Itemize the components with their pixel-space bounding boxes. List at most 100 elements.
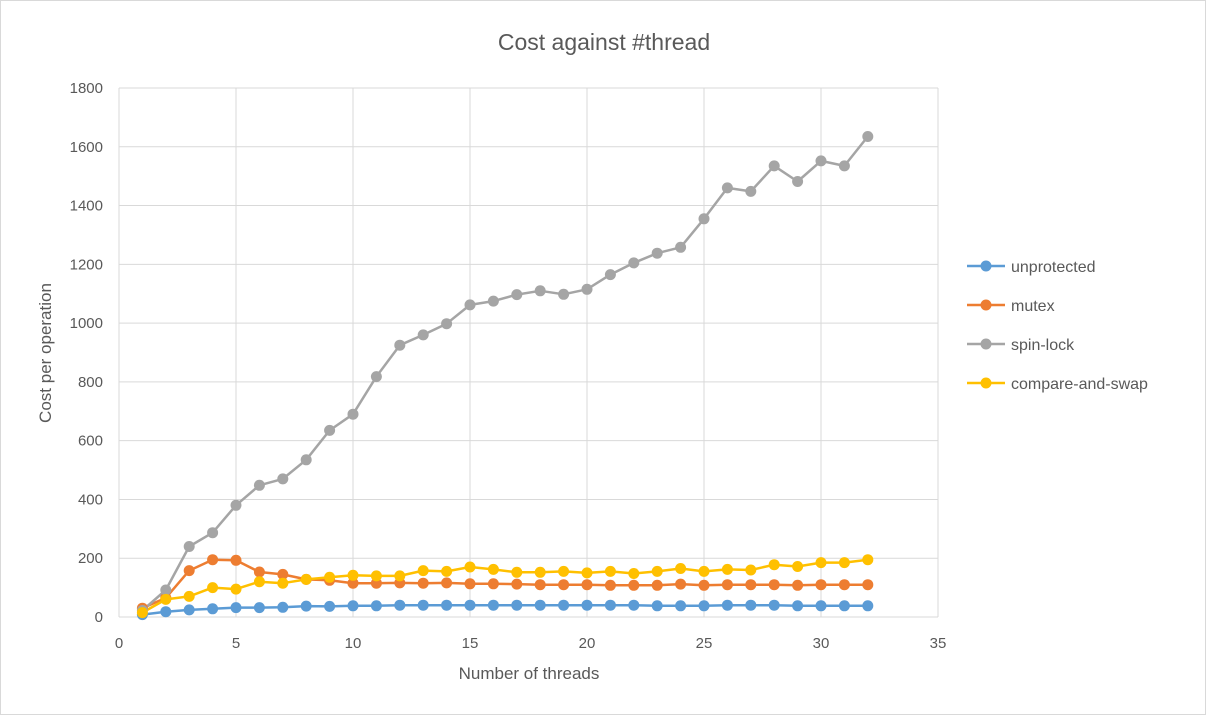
legend-marker: [980, 299, 992, 311]
data-point-compare-and-swap: [253, 576, 265, 588]
legend-label: spin-lock: [1011, 337, 1075, 354]
data-point-unprotected: [417, 599, 429, 611]
data-point-unprotected: [581, 599, 593, 611]
data-point-mutex: [838, 579, 850, 591]
data-point-unprotected: [207, 603, 219, 615]
data-point-mutex: [511, 578, 523, 590]
data-point-spin-lock: [464, 299, 476, 311]
data-point-compare-and-swap: [136, 607, 148, 619]
data-point-spin-lock: [277, 473, 289, 485]
data-point-spin-lock: [417, 329, 429, 341]
data-point-mutex: [253, 566, 265, 578]
data-point-unprotected: [721, 599, 733, 611]
data-point-spin-lock: [721, 182, 733, 194]
y-axis-ticks: 0 200 400 600 800 1000 1200 1400 1600 1800: [70, 80, 103, 626]
y-tick-label: 1400: [70, 198, 103, 215]
data-point-unprotected: [441, 599, 453, 611]
data-point-spin-lock: [394, 339, 406, 351]
x-tick-label: 30: [813, 635, 830, 652]
data-point-unprotected: [745, 599, 757, 611]
y-tick-label: 1200: [70, 256, 103, 273]
data-point-mutex: [230, 554, 242, 566]
data-point-mutex: [207, 554, 219, 566]
data-point-spin-lock: [838, 160, 850, 172]
chart-title: Cost against #thread: [498, 29, 710, 55]
data-point-unprotected: [253, 602, 265, 614]
data-point-unprotected: [464, 599, 476, 611]
data-point-compare-and-swap: [675, 563, 687, 574]
data-point-unprotected: [768, 599, 780, 611]
data-point-spin-lock: [745, 185, 757, 197]
data-point-compare-and-swap: [534, 566, 546, 578]
legend-item-mutex: mutex: [967, 298, 1055, 315]
data-point-mutex: [721, 579, 733, 591]
data-point-spin-lock: [651, 247, 663, 259]
data-point-compare-and-swap: [862, 554, 874, 566]
legend-item-unprotected: unprotected: [967, 259, 1096, 276]
data-point-unprotected: [675, 600, 687, 612]
data-point-mutex: [628, 579, 640, 591]
data-point-unprotected: [394, 599, 406, 611]
data-point-mutex: [183, 565, 195, 577]
legend-item-spin-lock: spin-lock: [967, 337, 1075, 354]
data-point-compare-and-swap: [651, 565, 663, 577]
data-point-compare-and-swap: [464, 561, 476, 573]
data-point-compare-and-swap: [324, 571, 336, 583]
data-point-spin-lock: [675, 241, 687, 253]
data-point-compare-and-swap: [207, 582, 219, 594]
data-point-compare-and-swap: [347, 569, 359, 581]
legend-marker: [980, 338, 992, 350]
data-point-spin-lock: [534, 285, 546, 297]
data-point-compare-and-swap: [370, 570, 382, 582]
data-point-spin-lock: [347, 408, 359, 420]
data-point-spin-lock: [230, 499, 242, 511]
data-point-spin-lock: [160, 584, 172, 596]
data-point-compare-and-swap: [300, 573, 312, 585]
data-point-spin-lock: [698, 213, 710, 225]
data-point-spin-lock: [207, 527, 219, 539]
legend-item-compare-and-swap: compare-and-swap: [967, 376, 1148, 393]
data-point-mutex: [417, 577, 429, 589]
legend-label: compare-and-swap: [1011, 376, 1148, 393]
data-point-unprotected: [160, 606, 172, 618]
series-points: [136, 131, 874, 621]
data-point-unprotected: [300, 600, 312, 612]
data-point-unprotected: [230, 602, 242, 614]
x-axis-title: Number of threads: [459, 664, 600, 683]
data-point-spin-lock: [628, 257, 640, 269]
data-point-compare-and-swap: [511, 566, 523, 578]
legend-label: mutex: [1011, 298, 1055, 315]
data-point-spin-lock: [862, 131, 874, 142]
data-point-unprotected: [324, 600, 336, 612]
x-tick-label: 5: [232, 635, 240, 652]
data-point-spin-lock: [300, 454, 312, 466]
data-point-compare-and-swap: [745, 564, 757, 576]
data-point-mutex: [862, 579, 874, 591]
data-point-unprotected: [183, 604, 195, 616]
y-axis-title: Cost per operation: [36, 283, 55, 423]
y-tick-label: 800: [78, 374, 103, 391]
data-point-compare-and-swap: [441, 565, 453, 577]
data-point-unprotected: [277, 601, 289, 613]
data-point-unprotected: [347, 600, 359, 612]
data-point-mutex: [651, 579, 663, 591]
data-point-unprotected: [370, 600, 382, 612]
data-point-compare-and-swap: [183, 590, 195, 602]
data-point-mutex: [277, 568, 289, 580]
data-point-compare-and-swap: [230, 583, 242, 595]
data-point-unprotected: [534, 599, 546, 611]
data-point-unprotected: [558, 599, 570, 611]
data-point-compare-and-swap: [277, 577, 289, 589]
legend: unprotected mutex spin-lock compare-and-swa…: [967, 259, 1148, 393]
series-line-spin-lock: [141, 135, 869, 612]
y-tick-label: 200: [78, 550, 103, 567]
data-point-unprotected: [511, 599, 523, 611]
y-tick-label: 400: [78, 491, 103, 508]
legend-marker: [980, 260, 992, 272]
legend-label: unprotected: [1011, 259, 1096, 276]
data-point-compare-and-swap: [792, 561, 804, 572]
series-lines: [141, 135, 869, 616]
data-point-unprotected: [651, 600, 663, 612]
data-point-mutex: [698, 579, 710, 591]
